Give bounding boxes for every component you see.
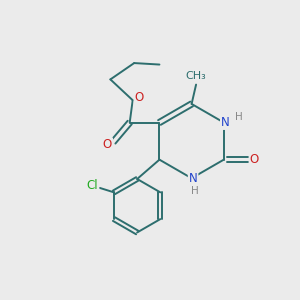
Text: O: O [250, 153, 259, 166]
Text: H: H [236, 112, 243, 122]
Text: Cl: Cl [87, 179, 98, 192]
Text: O: O [103, 138, 112, 151]
Text: H: H [191, 186, 199, 196]
Text: N: N [221, 116, 230, 129]
Text: CH₃: CH₃ [186, 71, 206, 81]
Text: N: N [189, 172, 197, 185]
Text: O: O [135, 91, 144, 104]
